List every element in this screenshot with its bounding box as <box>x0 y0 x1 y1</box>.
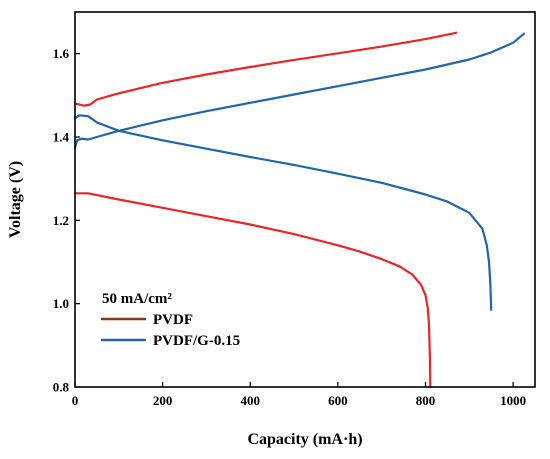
x-tick-label: 200 <box>153 393 173 408</box>
y-tick-label: 1.2 <box>53 213 69 228</box>
plot-frame <box>74 11 536 388</box>
x-axis-title: Capacity (mA·h) <box>247 431 362 448</box>
curves-layer <box>73 31 526 389</box>
pvdf-charge-curve <box>73 31 458 107</box>
y-tick-label: 1.4 <box>53 130 70 145</box>
x-tick-label: 1000 <box>500 393 526 408</box>
x-tick-label: 600 <box>328 393 348 408</box>
y-tick-label: 0.8 <box>53 380 70 395</box>
pvdf-g-015-discharge-curve <box>73 114 493 311</box>
legend: 50 mA/cm² PVDF PVDF/G-0.15 <box>101 291 240 349</box>
legend-title: 50 mA/cm² <box>102 291 172 307</box>
y-tick-label: 1.0 <box>53 296 69 311</box>
x-tick-label: 800 <box>416 393 436 408</box>
legend-entry-label: PVDF <box>153 312 193 328</box>
y-tick-label: 1.6 <box>53 46 70 61</box>
legend-entry-label: PVDF/G-0.15 <box>153 333 240 349</box>
x-tick-label: 0 <box>72 393 79 408</box>
x-tick-label: 400 <box>240 393 260 408</box>
ticks-layer: 0 200 400 600 800 1000 0.8 1.0 1.2 1.4 1.6 <box>53 46 526 408</box>
pvdf-discharge-curve <box>73 192 432 389</box>
y-axis-title: Voltage (V) <box>7 161 24 238</box>
pvdf-g-015-charge-curve <box>73 32 526 149</box>
